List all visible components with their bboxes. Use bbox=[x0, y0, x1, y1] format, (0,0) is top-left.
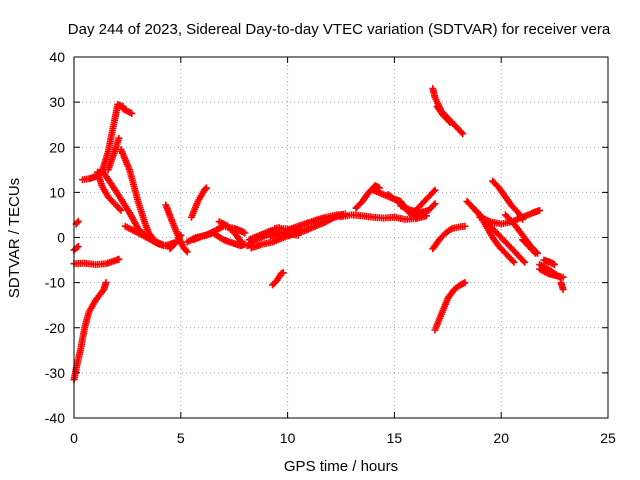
data-points bbox=[94, 168, 125, 214]
data-points bbox=[188, 184, 210, 221]
data-points bbox=[117, 146, 178, 250]
data-points bbox=[412, 186, 439, 214]
data-points bbox=[433, 103, 454, 126]
y-tick-label: 40 bbox=[49, 49, 65, 65]
data-segment-0 bbox=[70, 255, 123, 269]
data-segment-10 bbox=[121, 222, 174, 250]
data-segment-28 bbox=[412, 186, 439, 214]
data-points bbox=[70, 255, 123, 269]
data-segment-41 bbox=[540, 256, 559, 269]
data-points bbox=[269, 269, 287, 289]
y-tick-label: -20 bbox=[45, 320, 65, 336]
y-tick-label: -10 bbox=[45, 275, 65, 291]
data-points bbox=[337, 211, 430, 223]
data-points bbox=[166, 231, 185, 253]
data-points bbox=[540, 256, 559, 269]
data-segment-2 bbox=[70, 243, 82, 254]
data-segment-20 bbox=[267, 210, 349, 241]
chart-title: Day 244 of 2023, Sidereal Day-to-day VTE… bbox=[68, 21, 611, 38]
data-segment-9 bbox=[98, 166, 174, 250]
data-segment-30 bbox=[433, 103, 454, 126]
y-tick-label: 20 bbox=[49, 139, 65, 155]
y-tick-label: 30 bbox=[49, 94, 65, 110]
data-segment-1 bbox=[70, 279, 110, 384]
data-points bbox=[119, 105, 136, 117]
x-tick-label: 10 bbox=[280, 430, 296, 446]
data-series bbox=[70, 85, 567, 384]
data-points bbox=[121, 222, 174, 250]
x-tick-label: 5 bbox=[177, 430, 185, 446]
x-axis-label: GPS time / hours bbox=[284, 458, 398, 475]
data-points bbox=[519, 236, 539, 257]
grid bbox=[74, 57, 608, 418]
data-segment-31 bbox=[431, 279, 469, 334]
data-points bbox=[98, 166, 174, 250]
x-tick-label: 20 bbox=[493, 430, 509, 446]
data-segment-38 bbox=[519, 236, 539, 257]
data-segment-8 bbox=[117, 146, 178, 250]
data-segment-23 bbox=[337, 211, 430, 223]
x-tick-label: 25 bbox=[600, 430, 616, 446]
data-segment-14 bbox=[188, 184, 210, 221]
data-points bbox=[104, 134, 123, 174]
data-segment-6 bbox=[119, 105, 136, 117]
tick-labels: 0 5 10 15 20 25 40 30 20 10 0 -10 -20 -30 -40 bbox=[45, 49, 616, 446]
data-segment-16 bbox=[215, 218, 245, 245]
y-axis-label: SDTVAR / TECUs bbox=[6, 178, 23, 298]
x-tick-label: 15 bbox=[387, 430, 403, 446]
data-segment-36 bbox=[489, 177, 527, 223]
data-segment-32 bbox=[429, 222, 469, 253]
y-tick-label: 0 bbox=[57, 230, 65, 246]
data-segment-22 bbox=[269, 269, 287, 289]
data-points bbox=[352, 182, 383, 212]
data-segment-21 bbox=[271, 224, 283, 232]
data-points bbox=[70, 279, 110, 384]
data-segment-15 bbox=[190, 229, 249, 250]
data-segment-5 bbox=[94, 168, 125, 214]
data-segment-26 bbox=[384, 191, 415, 219]
plot-frame bbox=[73, 56, 609, 419]
y-tick-label: 10 bbox=[49, 184, 65, 200]
data-points bbox=[429, 222, 469, 253]
data-points bbox=[431, 279, 469, 334]
y-tick-label: -30 bbox=[45, 365, 65, 381]
data-segment-42 bbox=[557, 279, 567, 293]
data-points bbox=[557, 279, 567, 293]
data-points bbox=[489, 177, 527, 223]
data-points bbox=[271, 224, 283, 232]
data-points bbox=[536, 265, 567, 281]
data-segment-3 bbox=[72, 217, 82, 228]
data-points bbox=[267, 210, 349, 241]
data-segment-24 bbox=[352, 182, 383, 212]
data-points bbox=[384, 191, 415, 219]
data-points bbox=[463, 197, 518, 266]
data-points bbox=[72, 217, 82, 228]
data-segment-12 bbox=[166, 231, 185, 253]
data-points bbox=[215, 218, 245, 245]
data-points bbox=[429, 85, 467, 138]
data-segment-7 bbox=[104, 134, 123, 174]
y-tick-label: -40 bbox=[45, 410, 65, 426]
data-points bbox=[70, 243, 82, 254]
data-segment-40 bbox=[536, 265, 567, 281]
data-segment-33 bbox=[463, 197, 518, 266]
x-tick-label: 0 bbox=[70, 430, 78, 446]
data-segment-29 bbox=[429, 85, 467, 138]
data-points bbox=[190, 229, 249, 250]
